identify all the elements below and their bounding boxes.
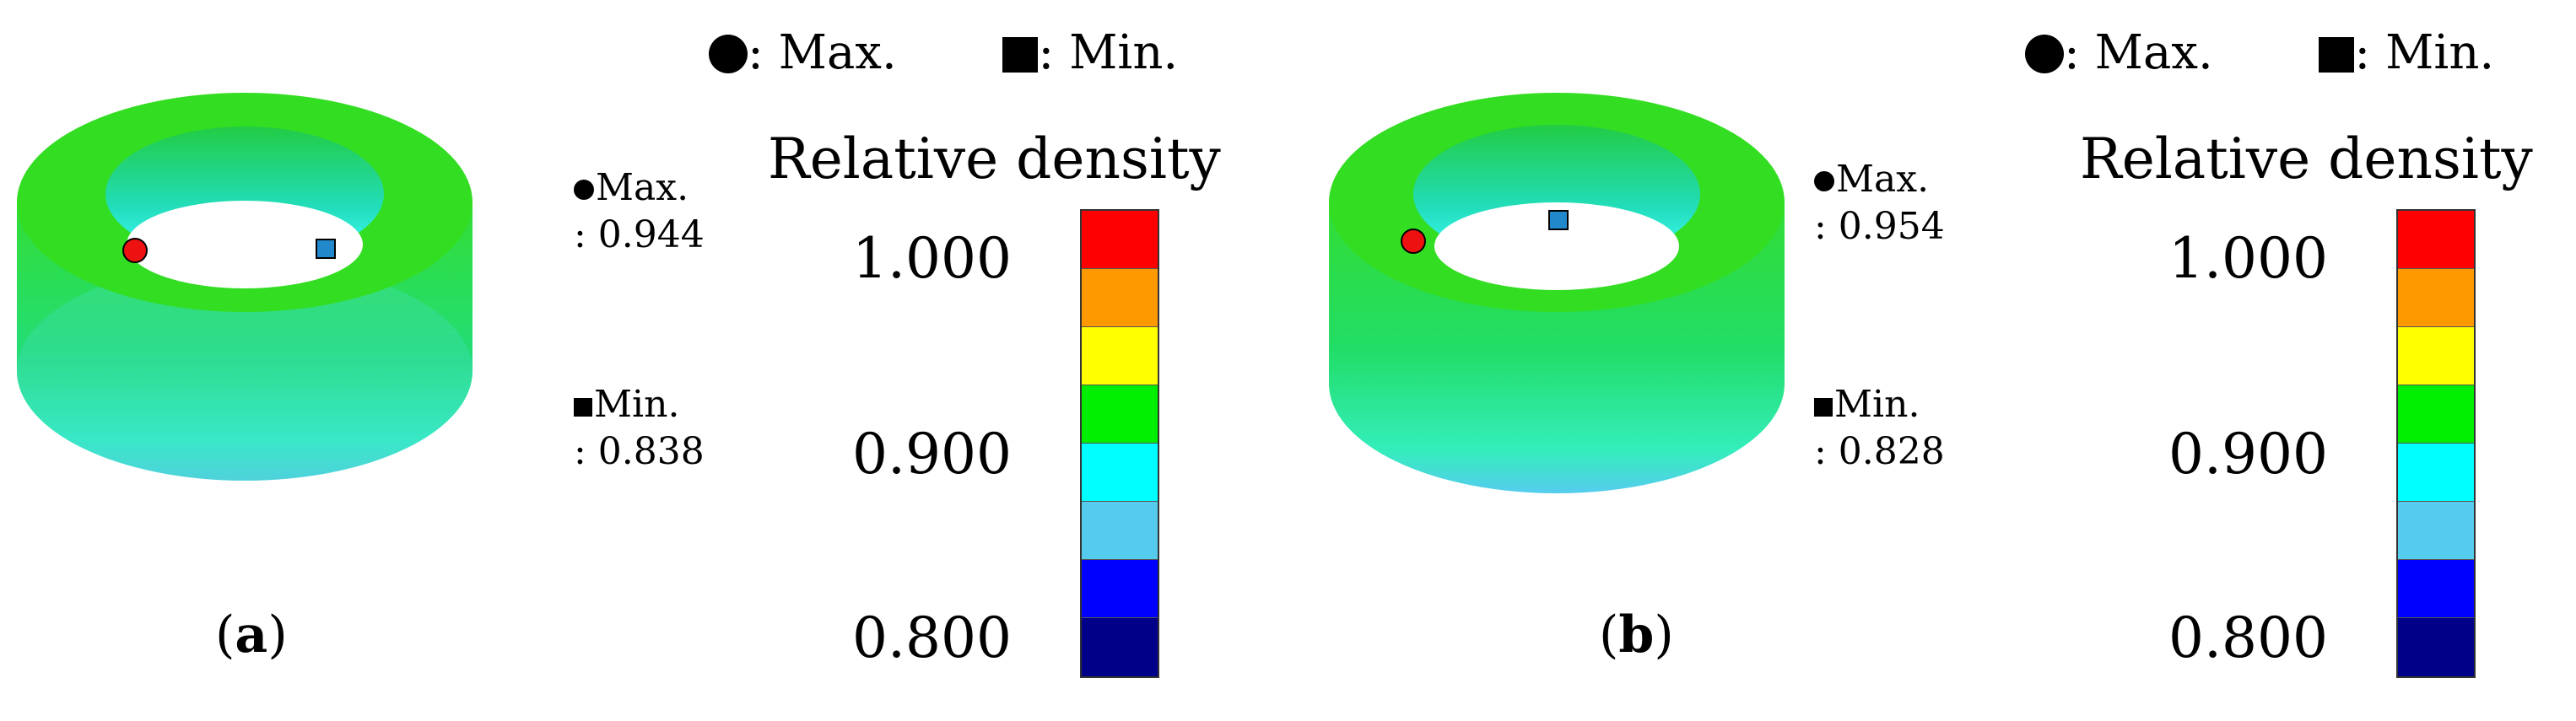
colorbar-segment — [1082, 269, 1158, 327]
max-value-b: : 0.954 — [1814, 205, 1945, 248]
colorbar-segment — [1082, 502, 1158, 560]
tick-0900-b: 0.900 — [2168, 422, 2328, 487]
min-stat-b: Min. : 0.828 — [1814, 381, 1945, 476]
max-marker-b — [1401, 229, 1426, 254]
panel-b: Max. : 0.954 Min. : 0.828 : Max. : Min. … — [1316, 0, 2576, 721]
colorbar-segment — [1082, 327, 1158, 385]
max-label-b: Max. — [1836, 158, 1930, 201]
panel-a: Max. : 0.944 Min. : 0.838 : Max. : Min. … — [17, 25, 1221, 678]
max-key-label: : Max. — [748, 25, 897, 80]
max-dot-icon — [709, 35, 748, 73]
min-square-icon — [2319, 37, 2355, 73]
min-key-label: : Min. — [1038, 25, 1179, 80]
min-square-icon — [1814, 398, 1833, 417]
colorbar-segment — [2398, 560, 2474, 618]
ring-model-b — [1329, 93, 1785, 493]
colorbar-b — [2396, 209, 2476, 678]
max-dot-icon — [2025, 35, 2064, 73]
colorbar-a — [1080, 209, 1159, 678]
caption-letter-a: a — [235, 605, 268, 665]
min-value-b: : 0.828 — [1814, 430, 1945, 473]
min-marker-b — [1548, 210, 1569, 230]
colorbar-segment — [1082, 560, 1158, 618]
max-stat-b: Max. : 0.954 — [1814, 156, 1945, 250]
colorbar-segment — [2398, 385, 2474, 444]
min-square-icon — [1002, 37, 1039, 73]
ring-model-a — [17, 93, 473, 481]
colorbar-segment — [2398, 211, 2474, 269]
max-marker-a — [122, 238, 148, 263]
legend-key-b: : Max. : Min. — [2025, 25, 2494, 80]
colorbar-segment — [1082, 444, 1158, 502]
caption-b: (b) — [1599, 605, 1674, 665]
max-value-a: : 0.944 — [574, 213, 705, 256]
colorbar-segment — [1082, 385, 1158, 444]
max-dot-icon — [574, 180, 594, 200]
max-key-label: : Max. — [2064, 25, 2213, 80]
max-label-a: Max. — [596, 166, 689, 209]
caption-a: (a) — [215, 605, 288, 665]
tick-0800-b: 0.800 — [2168, 605, 2328, 670]
colorbar-segment — [1082, 618, 1158, 676]
max-dot-icon — [1814, 171, 1834, 191]
min-label-a: Min. — [594, 383, 680, 426]
legend-key-a: : Max. : Min. — [709, 25, 1178, 80]
tick-1000-b: 1.000 — [2168, 226, 2328, 291]
min-label-b: Min. — [1834, 383, 1920, 426]
min-value-a: : 0.838 — [574, 430, 705, 473]
min-square-icon — [574, 398, 592, 417]
caption-letter-b: b — [1618, 605, 1655, 665]
tick-0900-a: 0.900 — [852, 422, 1012, 487]
tick-1000-a: 1.000 — [852, 226, 1012, 291]
tick-0800-a: 0.800 — [852, 605, 1012, 670]
scale-title-a: Relative density — [768, 126, 1221, 191]
colorbar-segment — [2398, 269, 2474, 327]
colorbar-segment — [2398, 618, 2474, 676]
max-stat-a: Max. : 0.944 — [574, 164, 705, 259]
colorbar-segment — [2398, 327, 2474, 385]
colorbar-segment — [2398, 444, 2474, 502]
scale-title-b: Relative density — [2080, 126, 2533, 191]
min-key-label: : Min. — [2354, 25, 2495, 80]
colorbar-segment — [1082, 211, 1158, 269]
min-marker-a — [316, 239, 336, 259]
min-stat-a: Min. : 0.838 — [574, 381, 705, 476]
colorbar-segment — [2398, 502, 2474, 560]
